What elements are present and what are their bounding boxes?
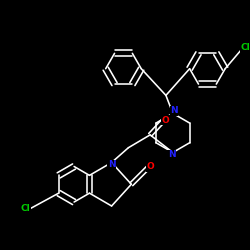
Text: Cl: Cl [240, 44, 250, 52]
Text: N: N [168, 150, 175, 160]
Text: Cl: Cl [20, 204, 30, 214]
Text: O: O [162, 116, 169, 125]
Text: N: N [108, 160, 116, 170]
Text: O: O [147, 162, 154, 171]
Text: N: N [170, 106, 178, 116]
